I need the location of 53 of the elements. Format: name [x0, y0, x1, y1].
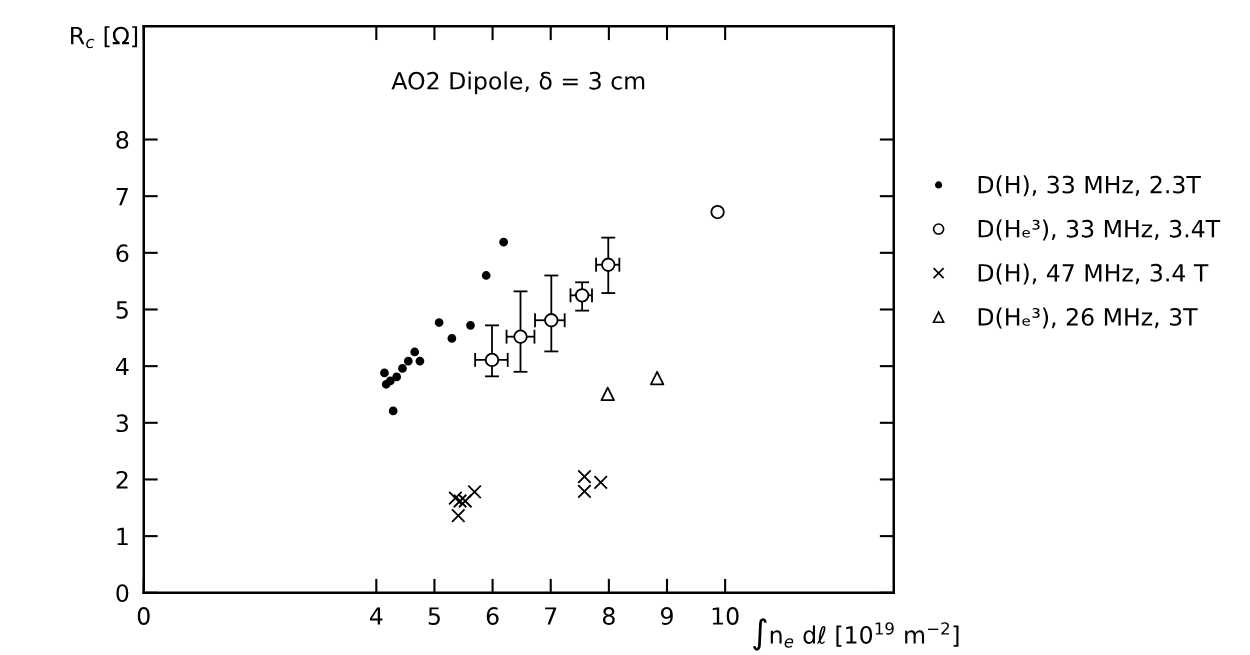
point — [601, 257, 616, 272]
legend-label: D(Hₑ³), 26 MHz, 3T — [978, 307, 1198, 329]
y-axis-title: R$_{c}$ [Ω] — [71, 26, 138, 49]
y-tick-label: 5 — [116, 301, 128, 319]
y-tick-label: 8 — [116, 130, 129, 149]
y-tick-label: 3 — [116, 414, 128, 433]
point — [447, 334, 457, 343]
point — [577, 469, 592, 484]
x-tick-label: 9 — [660, 607, 673, 625]
y-tick-label: 4 — [115, 357, 129, 376]
point — [574, 288, 590, 303]
legend-label: D(H), 47 MHz, 3.4 T — [978, 263, 1209, 285]
point — [513, 329, 528, 344]
point — [467, 484, 482, 500]
point — [593, 475, 608, 490]
point — [649, 370, 665, 386]
point — [448, 491, 463, 506]
point — [481, 271, 491, 280]
y-tick-label: 2 — [116, 470, 128, 489]
point — [544, 313, 559, 328]
point — [600, 386, 615, 402]
y-tick-label: 7 — [116, 187, 128, 206]
text: AO2 Dipole, δ = 3 cm — [391, 71, 645, 95]
point — [415, 356, 425, 366]
point — [710, 204, 725, 220]
point — [484, 352, 500, 368]
legend-label: D(Hₑ³), 33 MHz, 3.4T — [978, 219, 1221, 241]
point — [398, 364, 407, 373]
x-tick-label: 4 — [369, 607, 383, 625]
point — [434, 318, 444, 327]
x-tick-label: 10 — [712, 607, 739, 625]
point — [577, 484, 592, 499]
point — [458, 493, 473, 509]
x-tick-label: 0 — [137, 607, 150, 625]
point — [466, 320, 475, 330]
point — [410, 347, 420, 357]
y-tick-label: 0 — [116, 584, 129, 603]
point — [380, 368, 389, 378]
y-tick-label: 1 — [117, 527, 128, 546]
x-axis-title: ∫n$_{e}$ dℓ [10$^{19}$ m$^{−2}$] — [753, 618, 959, 651]
point — [385, 376, 395, 386]
y-tick-label: 6 — [116, 244, 129, 263]
x-tick-label: 5 — [428, 607, 440, 625]
point — [499, 237, 509, 247]
point — [403, 356, 413, 366]
x-tick-label: 7 — [545, 607, 557, 625]
point — [388, 406, 398, 416]
point — [392, 372, 402, 382]
point — [452, 493, 468, 509]
x-tick-label: 6 — [486, 607, 499, 625]
x-tick-label: 8 — [602, 607, 615, 625]
legend-label: D(H), 33 MHz, 2.3T — [978, 175, 1201, 197]
point — [451, 508, 466, 523]
